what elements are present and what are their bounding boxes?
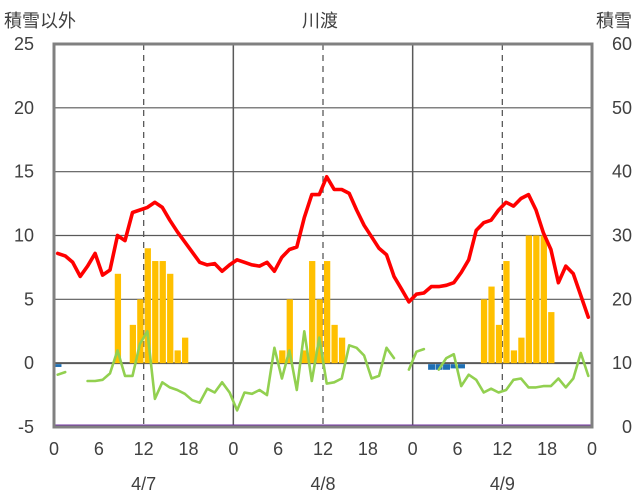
x-tick-label: 12 [492, 439, 512, 459]
precipitation-bar [488, 286, 495, 364]
chart-title: 川渡 [302, 11, 338, 31]
right-tick-label: 10 [612, 353, 632, 373]
sunshine-bar [54, 364, 62, 367]
plot-frame [52, 42, 594, 429]
precipitation-bar [540, 235, 547, 364]
x-tick-label: 0 [228, 439, 238, 459]
date-label: 4/7 [131, 474, 156, 494]
precipitation-bar [309, 261, 316, 364]
precipitation-bar [338, 337, 346, 364]
date-label: 4/9 [490, 474, 515, 494]
x-tick-label: 12 [313, 439, 333, 459]
right-tick-label: 40 [612, 162, 632, 182]
left-tick-label: 25 [14, 34, 34, 54]
sunshine-bar [428, 364, 436, 370]
precipitation-bar [167, 273, 174, 364]
wind-line [437, 351, 590, 394]
precipitation-bar [316, 299, 323, 364]
precipitation-bar [480, 299, 488, 364]
precipitation-bar [331, 324, 338, 364]
date-label: 4/8 [310, 474, 335, 494]
right-tick-label: 0 [622, 417, 632, 437]
right-tick-label: 20 [612, 289, 632, 309]
left-tick-label: 15 [14, 162, 34, 182]
right-tick-label: 60 [612, 34, 632, 54]
x-tick-label: 12 [134, 439, 154, 459]
precipitation-bar [144, 248, 151, 364]
precipitation-bar [137, 299, 144, 364]
precipitation-bar [129, 324, 136, 364]
precipitation-bar [279, 350, 286, 364]
temperature-line [55, 175, 591, 320]
wind-line [56, 370, 67, 377]
precipitation-bar [174, 350, 181, 364]
precipitation-bar [159, 261, 166, 364]
sunshine-bar [450, 364, 458, 369]
precipitation-bar [182, 337, 189, 364]
right-axis-title: 積雪 [596, 11, 632, 31]
left-tick-label: -5 [18, 417, 34, 437]
precipitation-bar [324, 261, 331, 364]
sunshine-bar [458, 364, 465, 369]
left-tick-label: 0 [24, 353, 34, 373]
x-tick-label: 0 [49, 439, 59, 459]
bar-layer [54, 235, 555, 370]
left-tick-label: 10 [14, 226, 34, 246]
precipitation-bar [152, 261, 159, 364]
precipitation-bar [495, 324, 503, 364]
precipitation-bar [525, 235, 533, 364]
x-tick-label: 0 [587, 439, 597, 459]
wind-line [407, 347, 426, 371]
right-tick-label: 30 [612, 226, 632, 246]
right-tick-label: 50 [612, 98, 632, 118]
precipitation-bar [518, 337, 525, 364]
x-tick-label: 18 [358, 439, 378, 459]
precipitation-bar [503, 261, 510, 364]
left-tick-label: 5 [24, 289, 34, 309]
x-tick-label: 18 [178, 439, 198, 459]
precipitation-bar [286, 299, 293, 364]
precipitation-bar [114, 273, 122, 364]
left-tick-label: 20 [14, 98, 34, 118]
wind-line [86, 329, 396, 412]
precipitation-bar [533, 235, 540, 364]
precipitation-bar [510, 350, 518, 364]
x-tick-label: 6 [273, 439, 283, 459]
x-tick-label: 6 [452, 439, 462, 459]
precipitation-bar [548, 312, 555, 364]
x-tick-label: 0 [408, 439, 418, 459]
sunshine-bar [443, 364, 451, 370]
x-tick-label: 18 [537, 439, 557, 459]
precipitation-bar [301, 350, 308, 364]
left-axis-title: 積雪以外 [4, 11, 76, 31]
x-tick-label: 6 [94, 439, 104, 459]
